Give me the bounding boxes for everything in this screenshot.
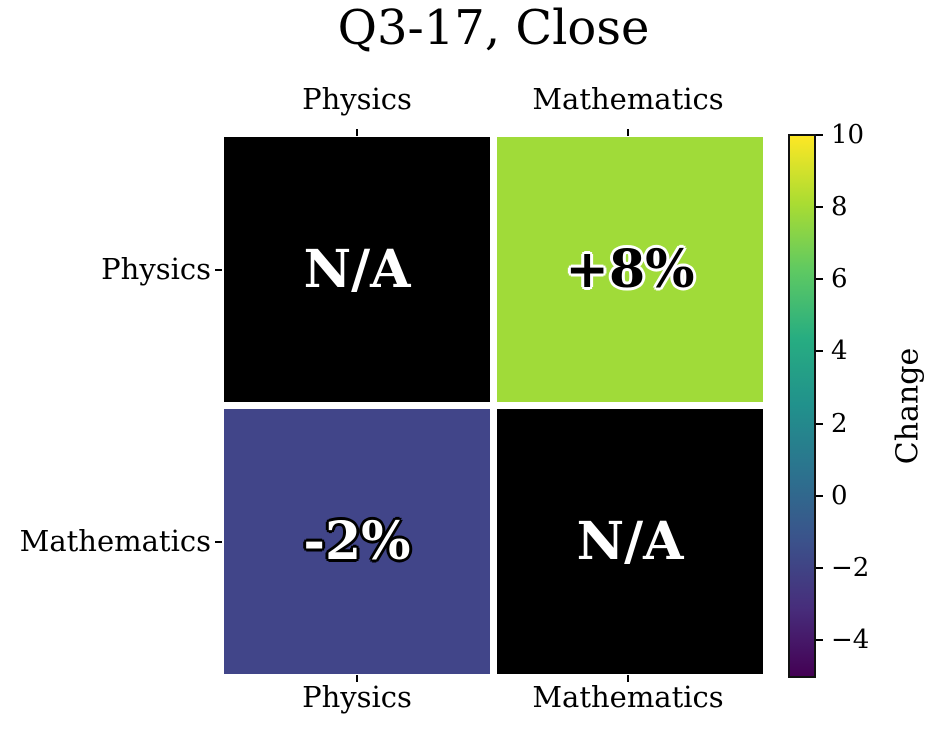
colorbar-tick	[816, 278, 823, 281]
colorbar-axis-label: Change	[890, 347, 926, 465]
y-left-tick	[215, 540, 222, 543]
y-axis-label-mathematics: Mathematics	[19, 523, 211, 558]
colorbar-tick	[816, 566, 823, 569]
colorbar-gradient	[788, 134, 816, 678]
heatmap-cell-physics-mathematics: +8%	[497, 137, 763, 402]
colorbar-tick-label: 6	[831, 264, 848, 295]
colorbar-tick	[816, 422, 823, 425]
colorbar-tick	[816, 206, 823, 209]
colorbar-tick	[816, 494, 823, 497]
heatmap-cell-physics-physics: N/A	[224, 137, 490, 402]
chart-title: Q3-17, Close	[337, 0, 650, 56]
x-bottom-tick	[356, 675, 358, 682]
y-axis-label-physics: Physics	[101, 251, 211, 286]
x-axis-bottom-label-mathematics: Mathematics	[532, 680, 724, 714]
colorbar-tick-label: −4	[831, 624, 870, 655]
colorbar-tick	[816, 350, 823, 353]
colorbar-tick-label: 8	[831, 192, 848, 223]
x-bottom-tick	[627, 675, 629, 682]
cell-value-label: N/A	[303, 238, 411, 300]
colorbar-tick-label: 0	[831, 480, 848, 511]
x-axis-top-label-mathematics: Mathematics	[532, 82, 724, 116]
cell-value-label: -2%	[303, 510, 411, 572]
x-axis-bottom-label-physics: Physics	[302, 680, 412, 714]
colorbar-tick	[816, 134, 823, 136]
colorbar-tick-label: 4	[831, 336, 848, 367]
colorbar-tick-label: 2	[831, 408, 848, 439]
cell-value-label: +8%	[565, 238, 695, 300]
heatmap-grid: N/A +8% -2% N/A	[224, 137, 763, 674]
heatmap-cell-mathematics-mathematics: N/A	[497, 409, 763, 674]
colorbar-tick	[816, 638, 823, 641]
x-axis-top-label-physics: Physics	[302, 82, 412, 116]
colorbar-tick-label: −2	[831, 552, 870, 583]
y-left-tick	[215, 268, 222, 271]
colorbar-tick-label: 10	[831, 120, 865, 150]
x-top-tick	[356, 129, 358, 136]
heatmap-cell-mathematics-physics: -2%	[224, 409, 490, 674]
x-top-tick	[627, 129, 629, 136]
cell-value-label: N/A	[576, 510, 684, 572]
